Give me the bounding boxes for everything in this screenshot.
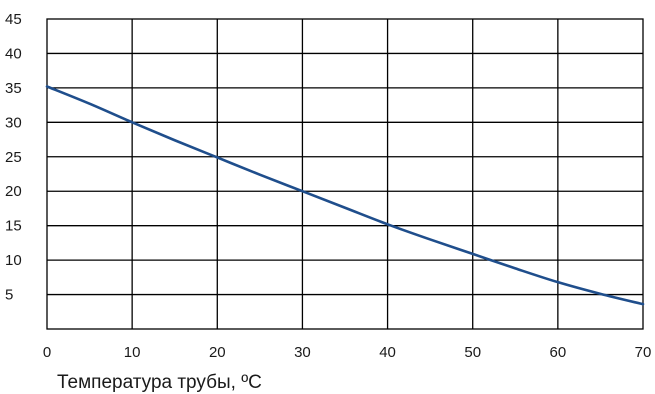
x-tick-label: 70 (635, 344, 652, 361)
y-tick-label: 30 (5, 114, 22, 131)
x-axis-title: Температура трубы, ºC (57, 372, 262, 393)
plot-frame (46, 18, 644, 330)
x-tick-label: 40 (379, 344, 396, 361)
y-axis-tick-labels: 5 10 15 20 25 30 35 40 45 (5, 11, 22, 304)
x-tick-label: 10 (124, 344, 141, 361)
y-tick-label: 10 (5, 252, 22, 269)
x-tick-label: 60 (550, 344, 567, 361)
x-tick-label: 50 (464, 344, 481, 361)
y-tick-label: 40 (5, 45, 22, 62)
y-tick-label: 20 (5, 183, 22, 200)
grid (47, 19, 643, 329)
y-tick-label: 25 (5, 149, 22, 166)
y-tick-label: 35 (5, 80, 22, 97)
y-tick-label: 15 (5, 218, 22, 235)
x-tick-label: 20 (209, 344, 226, 361)
y-tick-label: 5 (5, 287, 13, 304)
y-tick-label: 45 (5, 11, 22, 28)
x-tick-label: 30 (294, 344, 311, 361)
x-axis-tick-labels: 0 10 20 30 40 50 60 70 (43, 344, 652, 361)
x-tick-label: 0 (43, 344, 51, 361)
series-line (45, 85, 645, 306)
